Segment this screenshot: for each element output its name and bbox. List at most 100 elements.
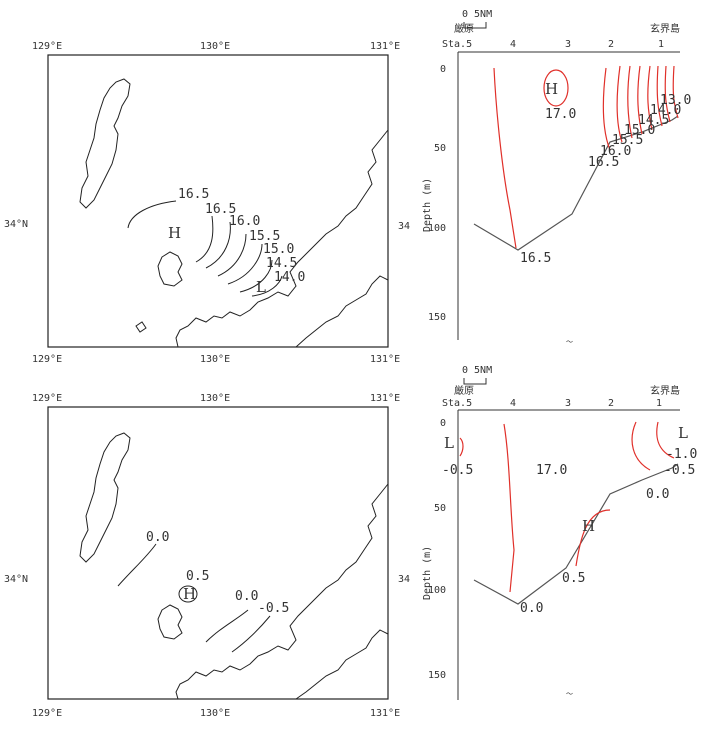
top-section-sta-label: Sta.5	[442, 39, 472, 50]
bottom-section-contour-label-6: 0.5	[562, 571, 585, 586]
top-map-kyushu-inlet	[295, 275, 389, 348]
top-section-red-contours	[493, 65, 679, 249]
top-map-lon-bottom-3: 131°E	[370, 354, 400, 365]
top-map-iki-island	[157, 251, 183, 287]
top-section-contour-label-7: 14.0	[650, 103, 681, 118]
bottom-map-frame	[47, 406, 389, 700]
bottom-section-panel: 0 5NM 厳原 玄界島 Sta.5 4 3 2 1 0 50 100 150 …	[410, 360, 723, 725]
top-map-lon-bottom-2: 130°E	[200, 354, 230, 365]
top-section-footer: 〜	[566, 338, 573, 346]
top-map-tsushima-island	[79, 78, 131, 209]
bottom-section-ytick-100: 100	[428, 585, 446, 596]
top-section-ytick-0: 0	[440, 64, 446, 75]
bottom-section-ytick-150: 150	[428, 670, 446, 681]
top-map-lon-top-1: 129°E	[32, 41, 62, 52]
top-map-lon-bottom-1: 129°E	[32, 354, 62, 365]
top-section-panel: 0 5NM 厳原 玄界島 Sta.5 4 3 2 1 0 50 100 150 …	[410, 0, 723, 360]
bottom-map-marker-h: H	[183, 585, 196, 603]
top-section-left-place: 厳原	[454, 22, 474, 35]
bottom-map-tsushima-island	[79, 432, 131, 563]
bottom-section-station-2: 2	[608, 398, 614, 409]
top-section-svg: 0 5NM 厳原 玄界島 Sta.5 4 3 2 1 0 50 100 150 …	[422, 9, 691, 346]
top-map-contours	[127, 200, 283, 297]
bottom-section-footer: 〜	[566, 690, 573, 698]
bottom-section-contour-label-7: 0.0	[520, 601, 543, 616]
top-section-station-1: 1	[658, 39, 664, 50]
top-section-scale-label: 0 5NM	[462, 9, 492, 20]
top-section-contour-label-3: 16.0	[600, 144, 631, 159]
top-section-contour-label-4: 15.5	[612, 133, 643, 148]
top-map-svg: 129°E 130°E 131°E 34°N 34 129°E 130°E 13…	[4, 41, 410, 365]
bottom-section-seabed	[473, 463, 679, 605]
top-map-lon-top-3: 131°E	[370, 41, 400, 52]
top-section-contour-label-5: 15.0	[624, 123, 655, 138]
top-map-marker-h: H	[168, 224, 181, 242]
bottom-map-contour-label-1: 0.0	[146, 530, 169, 545]
bottom-map-svg: 129°E 130°E 131°E 34°N 34 129°E 130°E 13…	[4, 393, 410, 719]
bottom-map-kyushu-inlet	[295, 629, 389, 700]
top-map-contour-label-7: 14.0	[274, 270, 305, 285]
bottom-section-scale-bar	[463, 378, 487, 385]
bottom-map-lon-top-3: 131°E	[370, 393, 400, 404]
top-section-ylabel: Depth (m)	[422, 178, 433, 232]
bottom-section-sta-label: Sta.5	[442, 398, 472, 409]
top-map-contour-label-6: 14.5	[266, 256, 297, 271]
top-section-ytick-100: 100	[428, 223, 446, 234]
bottom-map-lon-bottom-3: 131°E	[370, 708, 400, 719]
bottom-section-marker-h: H	[582, 517, 595, 535]
bottom-section-ytick-0: 0	[440, 418, 446, 429]
bottom-section-marker-l-right: L	[678, 424, 688, 442]
top-map-contour-label-3: 16.0	[229, 214, 260, 229]
bottom-section-left-place: 厳原	[454, 384, 474, 397]
top-section-scale-bar	[463, 22, 487, 29]
bottom-map-kyushu-coast	[175, 483, 389, 700]
bottom-map-iki-island	[157, 604, 183, 640]
top-map-panel: 129°E 130°E 131°E 34°N 34 129°E 130°E 13…	[0, 0, 410, 365]
bottom-section-svg: 0 5NM 厳原 玄界島 Sta.5 4 3 2 1 0 50 100 150 …	[422, 365, 697, 700]
top-section-contour-label-8: 13.0	[660, 93, 691, 108]
bottom-section-contour-label-1: -0.5	[442, 463, 473, 478]
bottom-section-contour-label-3: -1.0	[666, 447, 697, 462]
top-section-station-4: 4	[510, 39, 516, 50]
bottom-section-marker-l-left: L	[444, 434, 454, 452]
top-section-station-3: 3	[565, 39, 571, 50]
bottom-map-contours	[117, 543, 271, 653]
top-map-frame	[47, 54, 389, 348]
bottom-section-station-3: 3	[565, 398, 571, 409]
bottom-section-ytick-50: 50	[434, 503, 446, 514]
bottom-map-lon-bottom-1: 129°E	[32, 708, 62, 719]
top-map-small-island	[135, 321, 147, 333]
bottom-map-lat-right: 34	[398, 574, 410, 585]
bottom-section-right-place: 玄界島	[650, 384, 680, 397]
top-map-marker-l: L	[256, 278, 266, 296]
top-map-contour-label-5: 15.0	[263, 242, 294, 257]
top-map-lat-left: 34°N	[4, 219, 28, 230]
bottom-section-contour-label-4: -0.5	[664, 463, 695, 478]
bottom-map-contour-label-2: 0.5	[186, 569, 209, 584]
bottom-section-station-4: 4	[510, 398, 516, 409]
bottom-map-contour-label-4: -0.5	[258, 601, 289, 616]
top-section-station-2: 2	[608, 39, 614, 50]
bottom-map-lat-left: 34°N	[4, 574, 28, 585]
top-map-kyushu-coast	[175, 129, 389, 348]
bottom-section-ylabel: Depth (m)	[422, 546, 433, 600]
bottom-section-scale-label: 0 5NM	[462, 365, 492, 376]
top-section-contour-label-2: 16.5	[588, 155, 619, 170]
bottom-map-contour-label-3: 0.0	[235, 589, 258, 604]
bottom-map-lon-bottom-2: 130°E	[200, 708, 230, 719]
bottom-section-contour-label-2: 17.0	[536, 463, 567, 478]
top-section-ytick-150: 150	[428, 312, 446, 323]
top-section-right-place: 玄界島	[650, 22, 680, 35]
top-map-lon-top-2: 130°E	[200, 41, 230, 52]
bottom-map-panel: 129°E 130°E 131°E 34°N 34 129°E 130°E 13…	[0, 360, 410, 725]
top-map-contour-label-2: 16.5	[205, 202, 236, 217]
top-section-contour-label-1: 17.0	[545, 107, 576, 122]
top-section-contour-label-9: 16.5	[520, 251, 551, 266]
bottom-section-red-contours	[459, 421, 675, 593]
bottom-map-lon-top-1: 129°E	[32, 393, 62, 404]
top-map-contour-label-1: 16.5	[178, 187, 209, 202]
top-section-ytick-50: 50	[434, 143, 446, 154]
bottom-section-contour-label-5: 0.0	[646, 487, 669, 502]
top-map-contour-label-4: 15.5	[249, 229, 280, 244]
bottom-map-lon-top-2: 130°E	[200, 393, 230, 404]
